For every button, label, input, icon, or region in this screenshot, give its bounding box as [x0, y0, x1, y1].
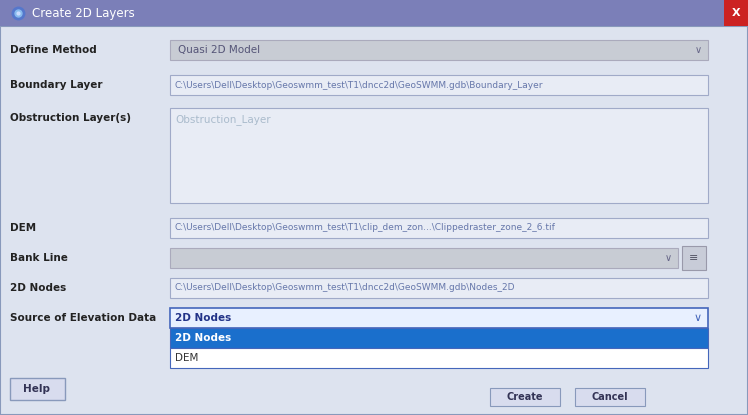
Text: ∨: ∨ — [664, 253, 672, 263]
Text: Obstruction_Layer: Obstruction_Layer — [175, 115, 271, 125]
Text: 2D Nodes: 2D Nodes — [175, 313, 231, 323]
FancyBboxPatch shape — [682, 246, 706, 270]
Text: Source of Elevation Data: Source of Elevation Data — [10, 313, 156, 323]
Text: Obstruction Layer(s): Obstruction Layer(s) — [10, 113, 131, 123]
Text: Help: Help — [23, 384, 51, 394]
Text: X: X — [732, 8, 741, 18]
Text: Boundary Layer: Boundary Layer — [10, 80, 102, 90]
FancyBboxPatch shape — [170, 40, 708, 60]
Text: C:\Users\Dell\Desktop\Geoswmm_test\T1\clip_dem_zon...\Clippedraster_zone_2_6.tif: C:\Users\Dell\Desktop\Geoswmm_test\T1\cl… — [175, 224, 556, 232]
Text: Bank Line: Bank Line — [10, 253, 68, 263]
FancyBboxPatch shape — [170, 218, 708, 238]
Text: Cancel: Cancel — [592, 392, 628, 402]
FancyBboxPatch shape — [170, 308, 708, 328]
FancyBboxPatch shape — [724, 0, 748, 26]
Text: Create: Create — [506, 392, 543, 402]
Text: ≡: ≡ — [690, 253, 699, 263]
FancyBboxPatch shape — [170, 328, 708, 348]
Text: DEM: DEM — [10, 223, 36, 233]
FancyBboxPatch shape — [10, 378, 65, 400]
FancyBboxPatch shape — [170, 248, 678, 268]
Text: ∨: ∨ — [694, 45, 702, 55]
Text: DEM: DEM — [175, 353, 198, 363]
Text: 2D Nodes: 2D Nodes — [175, 333, 231, 343]
Text: ∨: ∨ — [694, 313, 702, 323]
FancyBboxPatch shape — [0, 26, 748, 415]
Text: C:\Users\Dell\Desktop\Geoswmm_test\T1\dncc2d\GeoSWMM.gdb\Nodes_2D: C:\Users\Dell\Desktop\Geoswmm_test\T1\dn… — [175, 283, 515, 293]
FancyBboxPatch shape — [490, 388, 560, 406]
FancyBboxPatch shape — [0, 0, 748, 26]
FancyBboxPatch shape — [575, 388, 645, 406]
FancyBboxPatch shape — [170, 75, 708, 95]
FancyBboxPatch shape — [170, 278, 708, 298]
FancyBboxPatch shape — [170, 108, 708, 203]
Text: Create 2D Layers: Create 2D Layers — [32, 7, 135, 20]
Text: Quasi 2D Model: Quasi 2D Model — [178, 45, 260, 55]
Text: 2D Nodes: 2D Nodes — [10, 283, 67, 293]
Text: Define Method: Define Method — [10, 45, 96, 55]
Text: C:\Users\Dell\Desktop\Geoswmm_test\T1\dncc2d\GeoSWMM.gdb\Boundary_Layer: C:\Users\Dell\Desktop\Geoswmm_test\T1\dn… — [175, 81, 544, 90]
FancyBboxPatch shape — [170, 348, 708, 368]
